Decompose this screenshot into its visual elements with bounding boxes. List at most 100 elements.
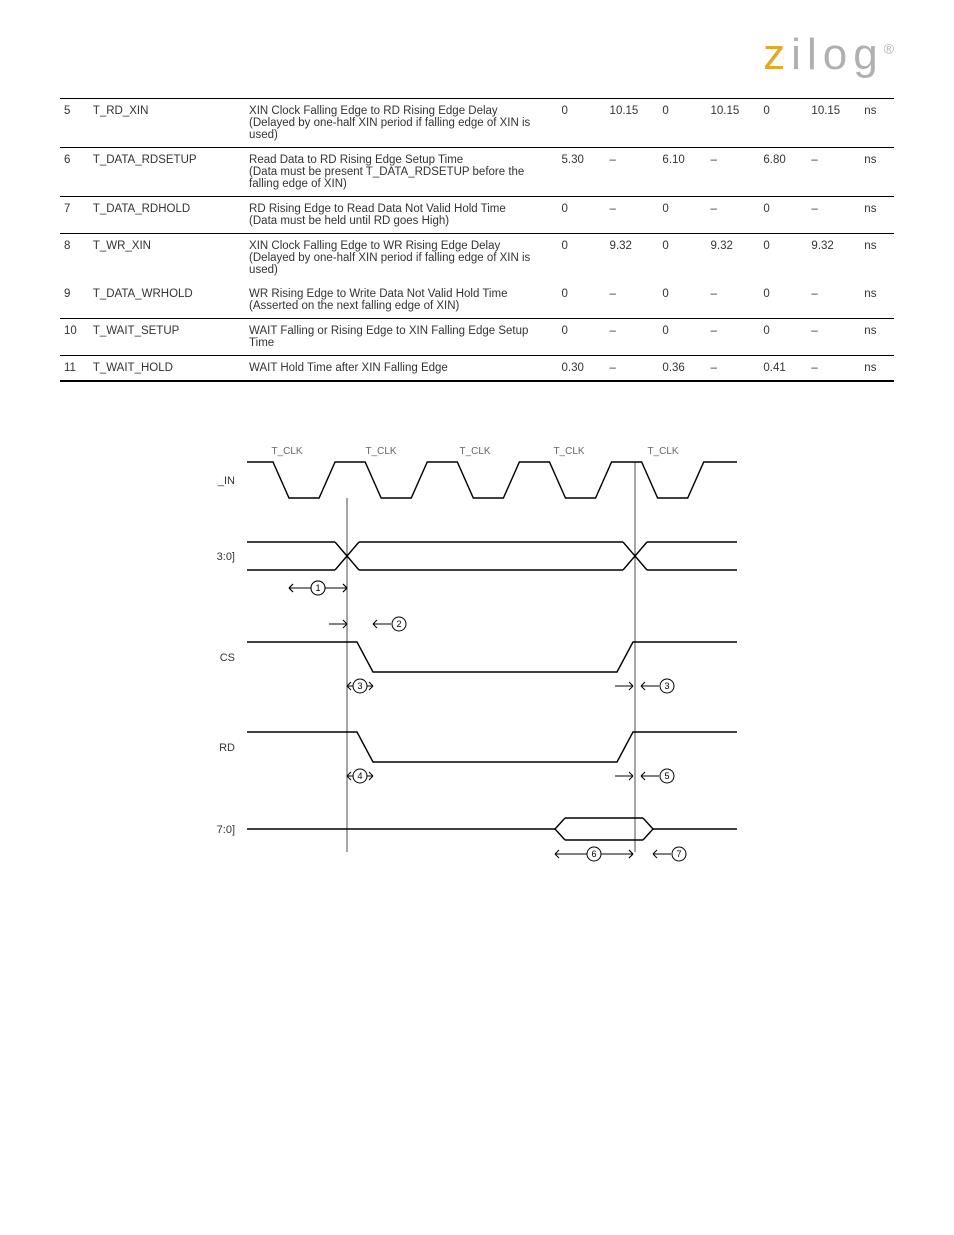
table-row: 6T_DATA_RDSETUPRead Data to RD Rising Ed… <box>60 148 894 197</box>
table-cell: – <box>606 282 659 319</box>
table-cell: – <box>606 356 659 381</box>
svg-text:4: 4 <box>357 771 362 781</box>
table-cell: – <box>807 148 860 197</box>
table-row: 11T_WAIT_HOLDWAIT Hold Time after XIN Fa… <box>60 356 894 381</box>
table-row: 10T_WAIT_SETUPWAIT Falling or Rising Edg… <box>60 319 894 356</box>
table-row: 9T_DATA_WRHOLDWR Rising Edge to Write Da… <box>60 282 894 319</box>
table-cell: – <box>807 197 860 234</box>
svg-text:T_CLK: T_CLK <box>365 446 396 457</box>
table-cell: 0 <box>759 319 807 356</box>
svg-text:7: 7 <box>676 849 681 859</box>
table-cell-parameter: XIN Clock Falling Edge to RD Rising Edge… <box>245 99 557 148</box>
brand-logo: zilog® <box>60 30 894 80</box>
table-cell: ns <box>860 197 894 234</box>
table-cell: T_DATA_RDHOLD <box>89 197 245 234</box>
table-cell: – <box>706 197 759 234</box>
logo-reg: ® <box>884 40 894 56</box>
table-cell: 7 <box>60 197 89 234</box>
table-cell: 0 <box>557 319 605 356</box>
table-cell: 5 <box>60 99 89 148</box>
table-cell: – <box>807 356 860 381</box>
table-cell: 6.10 <box>658 148 706 197</box>
svg-text:3: 3 <box>357 681 362 691</box>
table-cell: T_RD_XIN <box>89 99 245 148</box>
table-cell-parameter: WAIT Falling or Rising Edge to XIN Falli… <box>245 319 557 356</box>
table-cell: 10 <box>60 319 89 356</box>
table-cell: – <box>706 319 759 356</box>
table-cell: 0.41 <box>759 356 807 381</box>
logo-z: z <box>763 30 791 79</box>
svg-text:T_CLK: T_CLK <box>459 446 490 457</box>
logo-rest: ilog <box>791 30 884 79</box>
table-cell: 0.30 <box>557 356 605 381</box>
table-cell: T_WAIT_HOLD <box>89 356 245 381</box>
table-cell: 9 <box>60 282 89 319</box>
table-cell: 6 <box>60 148 89 197</box>
table-cell: ns <box>860 99 894 148</box>
svg-text:T_CLK: T_CLK <box>553 446 584 457</box>
svg-text:ADDR[23:0]: ADDR[23:0] <box>217 551 235 563</box>
table-cell: 0 <box>658 197 706 234</box>
table-cell: 0.36 <box>658 356 706 381</box>
table-cell: – <box>606 319 659 356</box>
timing-diagram-svg: T_CLK T_CLK T_CLK T_CLK T_CLK X_IN ADDR[23:0] 1… <box>217 442 737 882</box>
table-cell: 9.32 <box>706 234 759 282</box>
table-cell: 0 <box>557 234 605 282</box>
table-cell: 9.32 <box>606 234 659 282</box>
table-cell: ns <box>860 234 894 282</box>
svg-text:1: 1 <box>315 583 320 593</box>
table-cell: 0 <box>759 99 807 148</box>
svg-text:T_CLK: T_CLK <box>647 446 678 457</box>
table-cell: 10.15 <box>606 99 659 148</box>
svg-text:RD: RD <box>219 742 235 754</box>
table-cell: ns <box>860 319 894 356</box>
svg-text:3: 3 <box>664 681 669 691</box>
table-cell: 8 <box>60 234 89 282</box>
table-cell: 11 <box>60 356 89 381</box>
table-cell-parameter: WR Rising Edge to Write Data Not Valid H… <box>245 282 557 319</box>
svg-text:6: 6 <box>591 849 596 859</box>
table-cell: 0 <box>658 234 706 282</box>
table-cell: T_WR_XIN <box>89 234 245 282</box>
table-cell: 0 <box>557 197 605 234</box>
table-cell-parameter: WAIT Hold Time after XIN Falling Edge <box>245 356 557 381</box>
table-cell: – <box>706 148 759 197</box>
timing-diagram-figure: T_CLK T_CLK T_CLK T_CLK T_CLK X_IN ADDR[23:0] 1… <box>60 442 894 882</box>
svg-text:CS: CS <box>220 652 235 664</box>
table-cell: 5.30 <box>557 148 605 197</box>
table-cell: 0 <box>557 282 605 319</box>
table-cell: 6.80 <box>759 148 807 197</box>
table-cell: 10.15 <box>807 99 860 148</box>
table-cell: – <box>807 319 860 356</box>
table-cell: ns <box>860 282 894 319</box>
table-cell: ns <box>860 356 894 381</box>
table-cell: – <box>606 197 659 234</box>
table-cell: T_DATA_WRHOLD <box>89 282 245 319</box>
table-cell: 10.15 <box>706 99 759 148</box>
table-cell: 0 <box>557 99 605 148</box>
svg-text:DATA[7:0]: DATA[7:0] <box>217 824 235 836</box>
table-cell: 0 <box>658 319 706 356</box>
table-cell: ns <box>860 148 894 197</box>
table-cell: 0 <box>759 197 807 234</box>
svg-text:5: 5 <box>664 771 669 781</box>
table-cell-parameter: RD Rising Edge to Read Data Not Valid Ho… <box>245 197 557 234</box>
table-cell: – <box>706 282 759 319</box>
table-row: 7T_DATA_RDHOLDRD Rising Edge to Read Dat… <box>60 197 894 234</box>
table-cell: 0 <box>658 282 706 319</box>
table-cell: – <box>606 148 659 197</box>
table-cell: – <box>807 282 860 319</box>
table-row: 8T_WR_XINXIN Clock Falling Edge to WR Ri… <box>60 234 894 282</box>
svg-text:T_CLK: T_CLK <box>271 446 302 457</box>
table-cell-parameter: Read Data to RD Rising Edge Setup Time(D… <box>245 148 557 197</box>
svg-text:2: 2 <box>396 619 401 629</box>
svg-text:X_IN: X_IN <box>217 475 235 487</box>
table-cell-parameter: XIN Clock Falling Edge to WR Rising Edge… <box>245 234 557 282</box>
table-cell: T_WAIT_SETUP <box>89 319 245 356</box>
table-cell: 0 <box>658 99 706 148</box>
table-cell: 0 <box>759 234 807 282</box>
table-cell: – <box>706 356 759 381</box>
table-cell: 0 <box>759 282 807 319</box>
timing-parameter-table: 5T_RD_XINXIN Clock Falling Edge to RD Ri… <box>60 98 894 382</box>
table-cell: T_DATA_RDSETUP <box>89 148 245 197</box>
